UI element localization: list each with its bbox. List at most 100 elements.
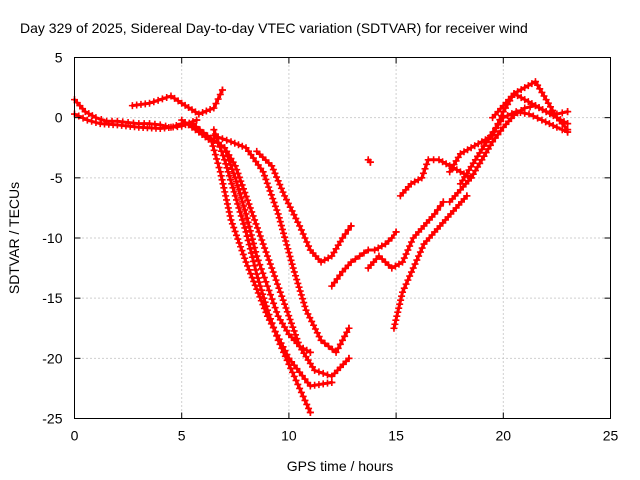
data-point [299, 230, 307, 238]
data-point [442, 160, 450, 168]
data-point [261, 298, 269, 306]
data-point [334, 241, 342, 249]
data-point [216, 143, 224, 151]
data-point [218, 176, 226, 184]
data-point [231, 192, 239, 200]
data-point [339, 336, 346, 344]
data-point [534, 114, 542, 122]
data-point [317, 336, 325, 344]
data-point [265, 256, 273, 264]
data-point [480, 152, 488, 160]
data-point [174, 97, 182, 105]
data-point [273, 308, 281, 316]
data-point [294, 279, 302, 287]
data-point [222, 160, 230, 168]
y-axis-label: SDTVAR / TECUs [6, 182, 22, 294]
data-point [265, 286, 273, 294]
series-arc-7 [210, 126, 314, 416]
data-point [276, 316, 284, 324]
data-point [416, 248, 424, 256]
data-point [228, 165, 236, 173]
data-point [268, 162, 276, 170]
data-point [315, 333, 323, 341]
data-point [517, 94, 525, 102]
data-point [339, 234, 346, 242]
data-point [371, 246, 379, 254]
data-point [303, 238, 311, 246]
data-point [235, 239, 243, 247]
x-tick-label: 0 [71, 428, 79, 444]
data-point [406, 272, 414, 280]
data-point [281, 352, 289, 360]
data-point [274, 210, 282, 218]
data-point [228, 180, 236, 188]
data-point [484, 145, 492, 153]
data-point [237, 194, 245, 202]
series-arc-8 [221, 144, 314, 356]
data-point [258, 286, 266, 294]
data-point [275, 284, 283, 292]
data-point [245, 266, 253, 274]
data-point [227, 161, 235, 169]
data-point [290, 327, 298, 335]
data-point [269, 268, 277, 276]
data-point [538, 88, 546, 96]
data-point [306, 408, 314, 416]
data-point [223, 200, 231, 208]
data-point [531, 78, 539, 86]
data-point [284, 199, 292, 207]
data-point [435, 156, 443, 164]
data-point [446, 168, 454, 176]
data-point [253, 270, 261, 278]
data-point [285, 312, 293, 320]
data-point [301, 302, 309, 310]
data-point [267, 191, 275, 199]
data-point [246, 204, 254, 212]
data-point [266, 260, 274, 268]
data-point [279, 188, 287, 196]
data-point [167, 92, 175, 100]
data-point [206, 106, 214, 114]
data-point [551, 110, 559, 118]
data-point [510, 90, 518, 98]
data-point [254, 256, 262, 264]
data-point [549, 106, 557, 114]
data-point [236, 190, 244, 198]
data-point [398, 292, 406, 300]
data-point [241, 189, 249, 197]
data-point [284, 245, 292, 253]
data-point [276, 218, 284, 226]
data-point [452, 157, 460, 165]
data-point [345, 354, 353, 362]
data-point [217, 172, 225, 180]
data-point [289, 323, 297, 331]
data-point [262, 278, 270, 286]
data-point [277, 184, 285, 192]
data-point [273, 173, 281, 181]
data-point [227, 216, 235, 224]
data-point [281, 192, 289, 200]
data-point [407, 268, 415, 276]
data-point [294, 380, 302, 388]
data-point [317, 258, 325, 266]
data-point [396, 300, 404, 308]
data-point [243, 232, 251, 240]
data-point [334, 344, 342, 352]
data-point [536, 85, 544, 93]
data-point [242, 210, 250, 218]
data-point [390, 324, 398, 332]
data-point [256, 282, 264, 290]
data-point [220, 184, 228, 192]
data-point [558, 126, 566, 134]
data-point [214, 139, 222, 147]
data-point [240, 220, 248, 228]
data-point [393, 312, 401, 320]
data-point [225, 208, 233, 216]
data-point [395, 260, 403, 268]
data-point [311, 366, 319, 374]
data-point [251, 262, 259, 270]
series-arc-15 [446, 102, 572, 206]
data-point [521, 96, 529, 104]
series-arc-18 [364, 156, 374, 166]
data-point [195, 110, 203, 118]
